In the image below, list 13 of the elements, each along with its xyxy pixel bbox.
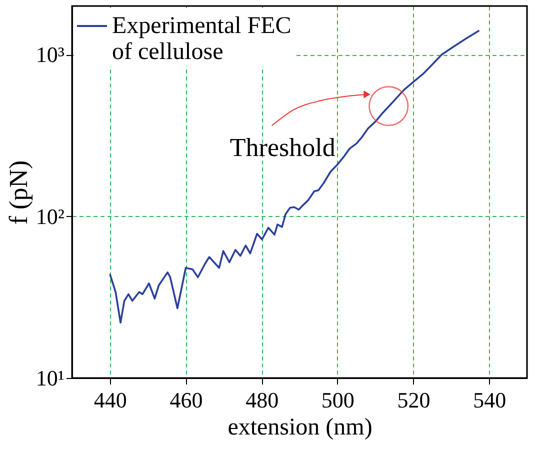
x-tick-label: 440 bbox=[94, 388, 127, 412]
x-axis-title: extension (nm) bbox=[228, 414, 372, 440]
x-tick-label: 540 bbox=[473, 388, 506, 412]
annotation: Threshold bbox=[230, 133, 336, 162]
y-axis-title: f (pN) bbox=[4, 160, 33, 225]
y-tick-label: 10² bbox=[36, 204, 65, 229]
x-tick-label: 500 bbox=[321, 388, 354, 412]
x-tick-label: 520 bbox=[397, 388, 430, 412]
x-tick-label: 480 bbox=[246, 388, 279, 412]
legend-label: Experimental FEC of cellulose bbox=[112, 13, 292, 65]
x-tick-label: 460 bbox=[170, 388, 203, 412]
y-tick-label: 10¹ bbox=[36, 366, 64, 390]
y-tick-label: 10³ bbox=[36, 42, 65, 68]
